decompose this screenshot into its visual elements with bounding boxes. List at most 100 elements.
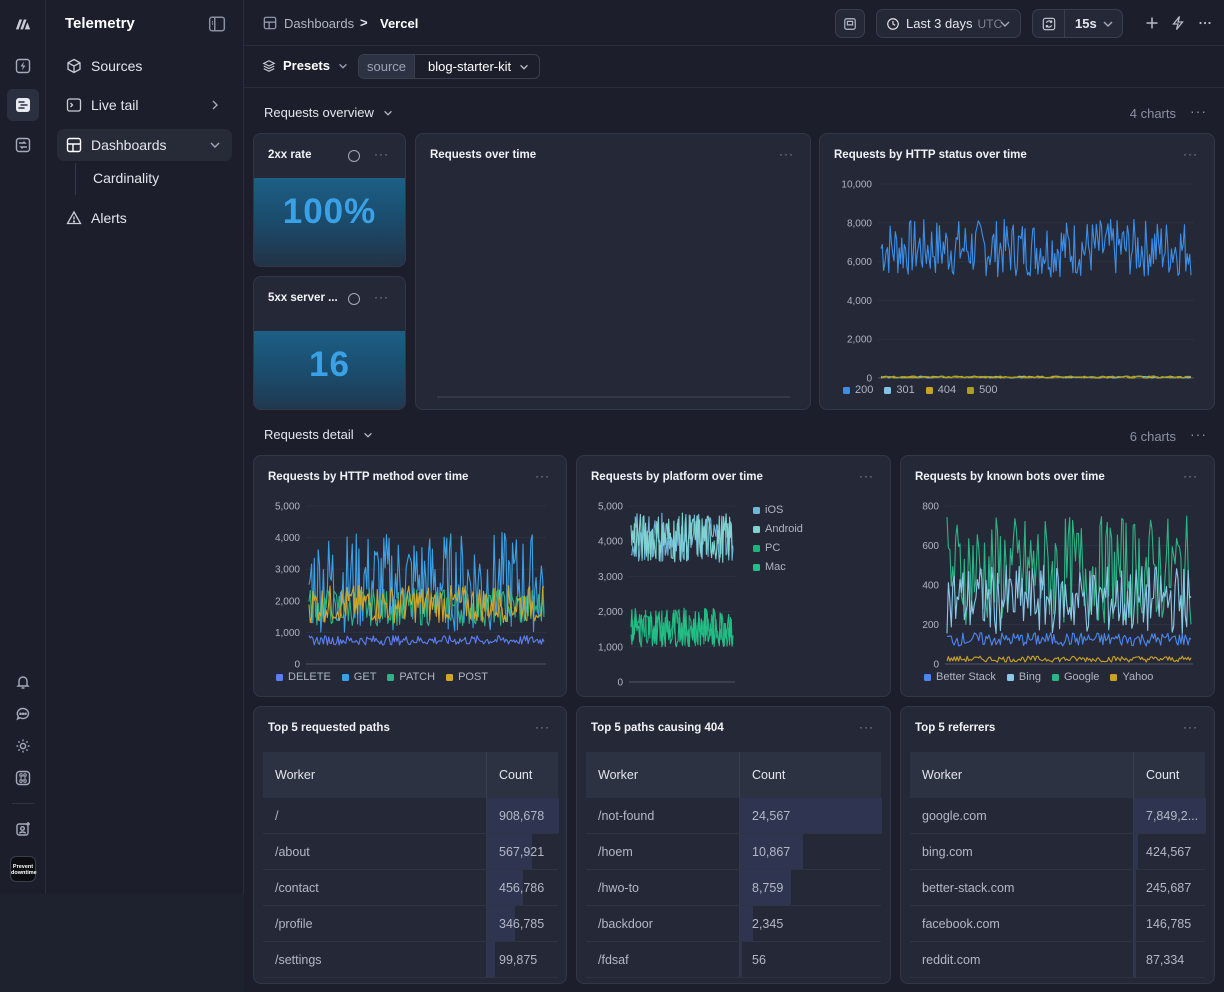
table-row[interactable]: facebook.com 146,785 — [910, 906, 1205, 942]
telemetry-icon[interactable] — [7, 89, 39, 121]
invite-user-icon[interactable] — [7, 813, 39, 845]
section-more-button[interactable]: ··· — [1190, 103, 1207, 119]
table-row[interactable]: bing.com 424,567 — [910, 834, 1205, 870]
section-requests-detail[interactable]: Requests detail — [264, 427, 374, 442]
table-row[interactable]: /backdoor 2,345 — [586, 906, 881, 942]
panel-more-button[interactable]: ··· — [1183, 469, 1198, 483]
breadcrumb-dashboards[interactable]: Dashboards — [284, 16, 355, 31]
fullscreen-button[interactable] — [835, 9, 865, 38]
chevron-down-icon — [208, 138, 222, 152]
table-row[interactable]: /hwo-to 8,759 — [586, 870, 881, 906]
legend-item[interactable]: Mac — [753, 561, 803, 573]
column-header-worker[interactable]: Worker — [598, 768, 639, 782]
collapse-sidebar-icon[interactable] — [208, 15, 226, 33]
table-row[interactable]: /settings 99,875 — [263, 942, 558, 978]
column-header-count[interactable]: Count — [1133, 752, 1205, 798]
legend-item[interactable]: PC — [753, 542, 803, 554]
panel-title: Requests by HTTP method over time — [268, 471, 469, 483]
legend-swatch — [924, 673, 931, 681]
stat-band: 100% — [254, 178, 405, 266]
column-header-worker[interactable]: Worker — [922, 768, 963, 782]
legend-item[interactable]: 500 — [967, 384, 997, 396]
table-row[interactable]: /hoem 10,867 — [586, 834, 881, 870]
legend-item[interactable]: Better Stack — [924, 671, 996, 683]
legend-item[interactable]: PATCH — [387, 671, 435, 683]
table-header: Worker Count — [910, 752, 1205, 798]
refresh-interval-select[interactable]: 15s — [1032, 9, 1123, 38]
table-row[interactable]: reddit.com 87,334 — [910, 942, 1205, 978]
table-row[interactable]: better-stack.com 245,687 — [910, 870, 1205, 906]
bolt-square-icon[interactable] — [7, 50, 39, 82]
column-header-worker[interactable]: Worker — [275, 768, 316, 782]
table-row[interactable]: / 908,678 — [263, 798, 559, 834]
legend-item[interactable]: iOS — [753, 504, 803, 516]
panel-more-button[interactable]: ··· — [1183, 720, 1198, 734]
refresh-icon[interactable] — [1033, 10, 1065, 37]
sidebar-item-sources[interactable]: Sources — [57, 50, 232, 82]
legend-item[interactable]: 200 — [843, 384, 873, 396]
stat-panel-2xx: 2xx rate ··· 100% — [253, 133, 406, 267]
legend-item[interactable]: GET — [341, 671, 376, 683]
chat-icon[interactable] — [7, 698, 39, 730]
sidebar-item-dashboards[interactable]: Dashboards — [57, 129, 232, 161]
panel-title: 5xx server ... — [268, 292, 338, 304]
row-worker: /settings — [275, 952, 322, 967]
legend-item[interactable]: 301 — [884, 384, 915, 396]
time-range-select[interactable]: Last 3 days UTC — [876, 9, 1021, 38]
panel-more-button[interactable]: ··· — [859, 720, 874, 734]
count-bar — [740, 942, 742, 977]
sun-icon[interactable] — [7, 730, 39, 762]
row-count-cell: 146,785 — [1133, 906, 1205, 941]
table-row[interactable]: /fdsaf 56 — [586, 942, 881, 978]
sidebar-item-alerts[interactable]: Alerts — [57, 202, 232, 234]
legend-item[interactable]: 404 — [925, 384, 956, 396]
legend-item[interactable]: Yahoo — [1110, 671, 1153, 683]
table-row[interactable]: /contact 456,786 — [263, 870, 558, 906]
panel-more-button[interactable]: ··· — [1183, 147, 1198, 161]
row-count-cell: 908,678 — [486, 798, 559, 833]
legend-item[interactable]: Android — [753, 523, 803, 535]
series-line-yahoo — [946, 655, 1192, 663]
count-bar — [740, 834, 803, 869]
y-tick-label: 600 — [922, 541, 939, 552]
panel-more-button[interactable]: ··· — [374, 147, 389, 161]
table-row[interactable]: /not-found 24,567 — [586, 798, 882, 834]
uptime-icon[interactable] — [7, 129, 39, 161]
sidebar-item-cardinality[interactable]: Cardinality — [93, 170, 160, 186]
source-filter-select[interactable]: source blog-starter-kit — [358, 54, 540, 79]
terminal-icon — [66, 97, 82, 113]
table-row[interactable]: google.com 7,849,2... — [910, 798, 1206, 834]
bell-icon[interactable] — [7, 666, 39, 698]
legend-item[interactable]: DELETE — [276, 671, 331, 683]
legend-item[interactable]: Google — [1051, 671, 1099, 683]
panel-more-button[interactable]: ··· — [535, 469, 550, 483]
column-header-count[interactable]: Count — [486, 752, 558, 798]
table-panel-requested-paths: Top 5 requested paths ··· Worker Count / 90… — [253, 706, 567, 984]
legend-label: Mac — [765, 561, 786, 573]
plus-icon[interactable] — [1144, 15, 1160, 31]
logo-icon[interactable] — [7, 8, 39, 40]
y-tick-label: 400 — [922, 581, 939, 592]
legend-item[interactable]: Bing — [1006, 671, 1041, 683]
table-row[interactable]: /profile 346,785 — [263, 906, 558, 942]
legend-swatch — [843, 386, 850, 394]
table-row[interactable]: /about 567,921 — [263, 834, 558, 870]
column-header-count[interactable]: Count — [739, 752, 881, 798]
sidebar-item-live-tail[interactable]: Live tail — [57, 89, 232, 121]
section-more-button[interactable]: ··· — [1190, 426, 1207, 442]
section-requests-overview[interactable]: Requests overview — [264, 105, 394, 120]
panel-more-button[interactable]: ··· — [779, 147, 794, 161]
legend-item[interactable]: POST — [446, 671, 488, 683]
legend-label: PATCH — [399, 671, 436, 683]
row-count-cell: 456,786 — [486, 870, 558, 905]
panel-more-button[interactable]: ··· — [535, 720, 550, 734]
presets-label: Presets — [283, 58, 330, 73]
org-avatar[interactable]: Prevent downtime — [10, 856, 37, 882]
panel-more-button[interactable]: ··· — [374, 290, 389, 304]
command-icon[interactable] — [7, 762, 39, 794]
panel-more-button[interactable]: ··· — [859, 469, 874, 483]
more-icon[interactable] — [1197, 15, 1213, 31]
bolt-icon[interactable] — [1170, 15, 1186, 31]
count-bar — [740, 906, 753, 941]
presets-button[interactable]: Presets — [262, 58, 349, 73]
